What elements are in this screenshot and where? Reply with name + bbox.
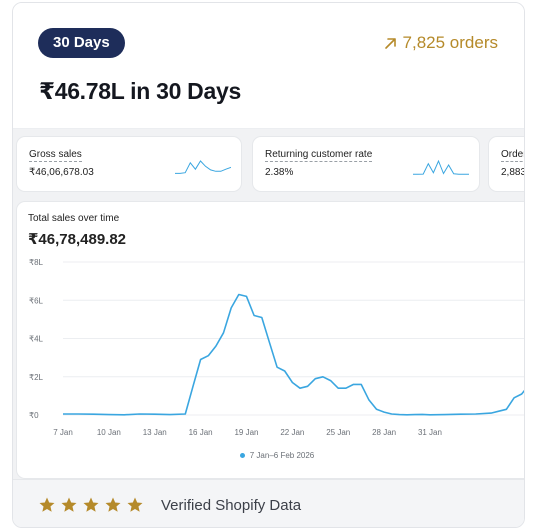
- chart-total: ₹46,78,489.82: [28, 231, 127, 248]
- metric-value: 2,883: [501, 167, 525, 178]
- x-tick-label: 7 Jan: [53, 428, 73, 437]
- metric-value: 2.38%: [265, 167, 294, 178]
- x-tick-label: 25 Jan: [326, 428, 350, 437]
- x-tick-label: 28 Jan: [372, 428, 396, 437]
- star-icon: [105, 497, 121, 512]
- legend-dot: [239, 453, 245, 459]
- y-tick-label: ₹0: [29, 411, 39, 420]
- sales-line-chart[interactable]: ₹0 ₹2L ₹4L ₹6L ₹8L 7 Jan 10 Jan 13 Jan 16 Jan 19 …: [17, 252, 525, 447]
- metric-label: Gross sales: [29, 149, 82, 162]
- metric-value: ₹46,06,678.03: [29, 167, 94, 178]
- card-footer: Verified Shopify Data: [13, 479, 524, 527]
- metric-card-orders[interactable]: Orders 2,883: [489, 137, 525, 191]
- sales-summary-card: 30 Days 7,825 orders ₹46.78L in 30 Days …: [12, 2, 525, 528]
- verified-label: Verified Shopify Data: [161, 497, 302, 514]
- x-tick-label: 16 Jan: [189, 428, 213, 437]
- metric-label: Orders: [501, 149, 524, 162]
- metric-card-returning-rate[interactable]: Returning customer rate 2.38%: [253, 137, 479, 191]
- star-icon: [39, 497, 55, 512]
- sales-chart-card: Total sales over time ₹46,78,489.82 ₹0 ₹2…: [17, 202, 525, 478]
- metric-card-gross-sales[interactable]: Gross sales ₹46,06,678.03: [17, 137, 241, 191]
- sparkline-gross-sales: [175, 160, 231, 174]
- legend-label: 7 Jan–6 Feb 2026: [249, 451, 315, 460]
- arrow-up-right-icon: [384, 37, 396, 49]
- sparkline-path: [175, 160, 231, 174]
- star-icon: [61, 497, 77, 512]
- chart-title: Total sales over time: [28, 213, 120, 224]
- x-tick-label: 13 Jan: [143, 428, 167, 437]
- x-tick-label: 31 Jan: [418, 428, 442, 437]
- y-tick-label: ₹2L: [29, 373, 44, 382]
- headline: ₹46.78L in 30 Days: [39, 78, 241, 104]
- dashboard-content: Gross sales ₹46,06,678.03 Returning cust…: [13, 129, 524, 479]
- metric-label: Returning customer rate: [265, 149, 373, 162]
- orders-count: 7,825 orders: [384, 33, 498, 53]
- rating-stars: [38, 496, 144, 514]
- star-icon: [127, 497, 143, 512]
- chart-legend[interactable]: 7 Jan–6 Feb 2026: [17, 451, 524, 460]
- x-tick-label: 19 Jan: [234, 428, 258, 437]
- orders-text: 7,825 orders: [402, 33, 498, 52]
- y-tick-label: ₹6L: [29, 296, 44, 305]
- x-tick-label: 10 Jan: [97, 428, 121, 437]
- period-badge[interactable]: 30 Days: [38, 28, 125, 58]
- y-tick-label: ₹4L: [29, 335, 44, 344]
- series-line: [63, 293, 524, 416]
- star-icon: [83, 497, 99, 512]
- y-tick-label: ₹8L: [29, 258, 44, 267]
- sparkline-path: [413, 159, 469, 175]
- card-header: 30 Days 7,825 orders ₹46.78L in 30 Days: [13, 3, 524, 129]
- sparkline-returning-rate: [413, 159, 469, 175]
- x-tick-label: 22 Jan: [280, 428, 304, 437]
